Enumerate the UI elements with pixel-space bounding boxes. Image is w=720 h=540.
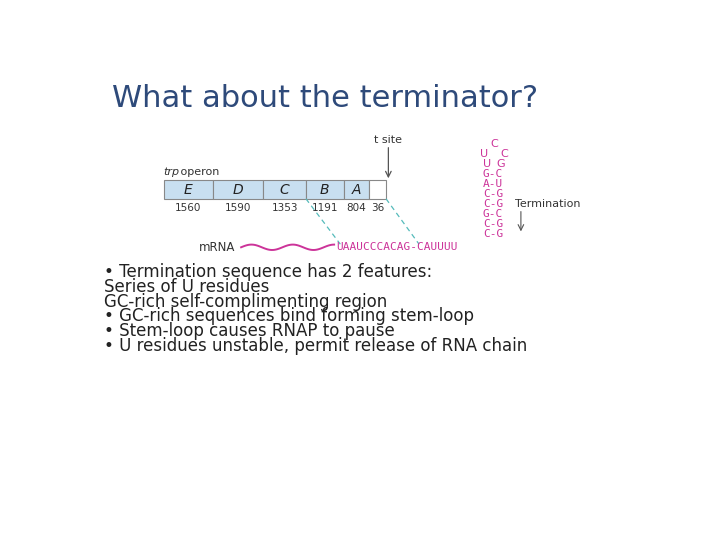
Text: UAAUCCCACAG-CAUUUU: UAAUCCCACAG-CAUUUU xyxy=(336,242,458,252)
Text: B: B xyxy=(320,183,330,197)
Text: 36: 36 xyxy=(371,202,384,213)
Bar xyxy=(369,180,386,199)
Text: operon: operon xyxy=(177,167,219,177)
Bar xyxy=(264,180,306,199)
Bar xyxy=(343,180,369,199)
Text: E: E xyxy=(184,183,193,197)
Text: G-C: G-C xyxy=(483,209,503,219)
Text: U: U xyxy=(482,159,491,169)
Text: 1353: 1353 xyxy=(271,202,298,213)
Text: 804: 804 xyxy=(346,202,366,213)
Text: C-G: C-G xyxy=(483,229,503,239)
Text: 1191: 1191 xyxy=(312,202,338,213)
Text: Series of U residues: Series of U residues xyxy=(104,278,269,296)
Bar xyxy=(306,180,343,199)
Text: mRNA: mRNA xyxy=(199,241,235,254)
Text: What about the terminator?: What about the terminator? xyxy=(112,84,538,113)
Text: D: D xyxy=(233,183,243,197)
Text: • Stem-loop causes RNAP to pause: • Stem-loop causes RNAP to pause xyxy=(104,322,395,340)
Text: C: C xyxy=(279,183,289,197)
Text: C: C xyxy=(500,149,508,159)
Text: G: G xyxy=(496,159,505,169)
Text: U: U xyxy=(480,149,487,159)
Text: C-G: C-G xyxy=(483,189,503,199)
Text: A: A xyxy=(351,183,361,197)
Text: C-G: C-G xyxy=(483,199,503,209)
Text: GC-rich self-complimenting region: GC-rich self-complimenting region xyxy=(104,293,387,310)
Bar xyxy=(213,180,264,199)
Text: t site: t site xyxy=(374,135,402,145)
Text: • U residues unstable, permit release of RNA chain: • U residues unstable, permit release of… xyxy=(104,336,527,355)
Text: C-G: C-G xyxy=(483,219,503,229)
Text: trp: trp xyxy=(163,167,180,177)
Text: • GC-rich sequences bind forming stem-loop: • GC-rich sequences bind forming stem-lo… xyxy=(104,307,474,325)
Bar xyxy=(163,180,213,199)
Text: A-U: A-U xyxy=(483,179,503,189)
Text: • Termination sequence has 2 features:: • Termination sequence has 2 features: xyxy=(104,264,432,281)
Text: G-C: G-C xyxy=(483,169,503,179)
Text: Termination: Termination xyxy=(515,199,580,209)
Text: C: C xyxy=(490,139,498,149)
Text: 1560: 1560 xyxy=(175,202,202,213)
Text: 1590: 1590 xyxy=(225,202,251,213)
